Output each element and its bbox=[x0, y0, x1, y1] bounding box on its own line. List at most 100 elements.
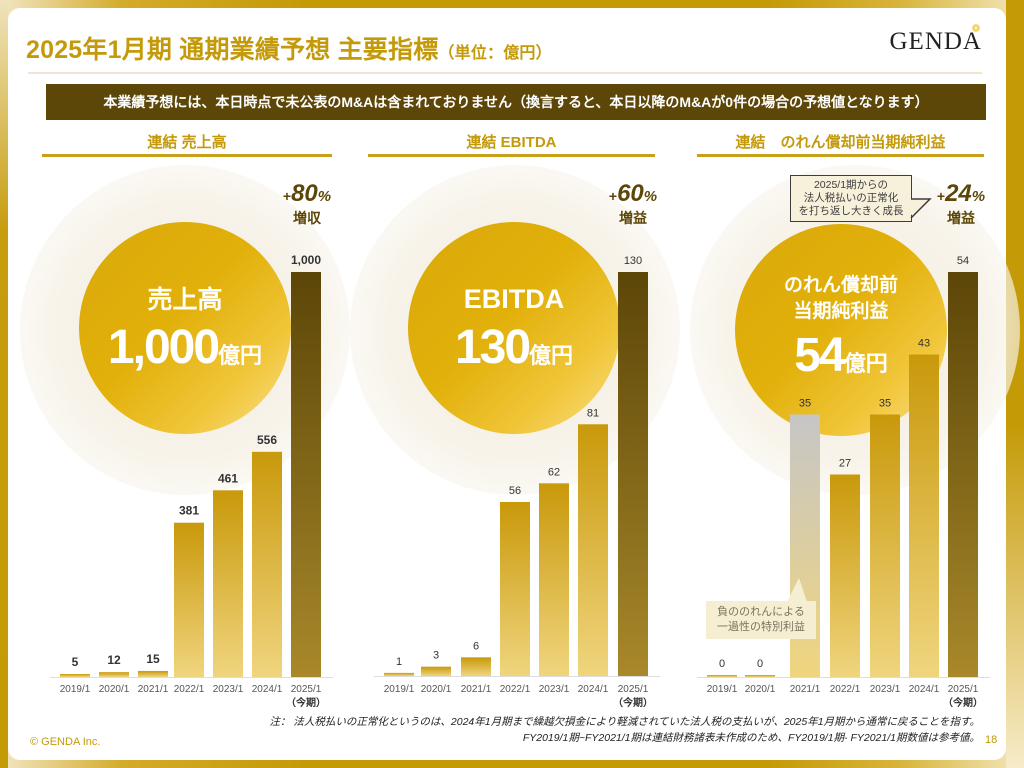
x-tick-label: 2022/1 bbox=[500, 684, 531, 695]
section-rule-ebitda bbox=[368, 154, 655, 157]
revenue-highlight-circle: 売上高 1,000億円 bbox=[79, 222, 291, 434]
net-income-growth: +24% 増益 bbox=[926, 180, 996, 228]
x-tick-label: 2025/1 bbox=[948, 684, 979, 695]
footnote-line-2: FY2019/1期~FY2021/1期は連結財務諸表未作成のため、FY2019/… bbox=[522, 732, 980, 744]
growth-value: 60 bbox=[617, 180, 644, 207]
bar-value-label: 130 bbox=[624, 255, 642, 267]
x-tick-sublabel: （今期） bbox=[613, 696, 653, 709]
bar-2019/1 bbox=[384, 672, 414, 676]
bar-value-label: 62 bbox=[548, 466, 560, 478]
page-title-unit: （単位：億円） bbox=[438, 45, 552, 62]
bar-2020/1 bbox=[421, 666, 451, 676]
bar-value-label: 6 bbox=[473, 640, 479, 652]
x-tick-label: 2023/1 bbox=[539, 684, 570, 695]
section-rule-net-income bbox=[697, 154, 984, 157]
bar-value-label: 81 bbox=[587, 407, 599, 419]
footnote-line-1: 注： 法人税払いの正常化というのは、2024年1月期まで繰越欠損金により軽減され… bbox=[269, 716, 980, 728]
growth-plus: + bbox=[608, 188, 618, 204]
bar-value-label: 35 bbox=[879, 398, 891, 410]
ebitda-highlight-circle: EBITDA 130億円 bbox=[408, 222, 620, 434]
growth-plus: + bbox=[282, 188, 292, 204]
growth-value: 80 bbox=[291, 180, 318, 207]
revenue-bar-chart: 5 2019/1 12 2020/1 15 2021/1 381 2022/1 461 2023/… bbox=[50, 253, 333, 709]
x-tick-label: 2025/1 bbox=[618, 684, 649, 695]
revenue-circle-label: 売上高 bbox=[147, 286, 223, 314]
x-tick-label: 2020/1 bbox=[745, 684, 776, 695]
bar-value-label: 461 bbox=[218, 471, 238, 485]
bar-2019/1 bbox=[60, 674, 90, 677]
x-tick-label: 2020/1 bbox=[421, 684, 452, 695]
bar-2024/1 bbox=[252, 451, 282, 677]
bar-value-label: 1 bbox=[396, 656, 402, 668]
callout-tax-normalization: 2025/1期からの 法人税払いの正常化 を打ち返し大きく成長 bbox=[790, 175, 912, 222]
section-rule-revenue bbox=[42, 154, 332, 157]
growth-word: 増益 bbox=[619, 210, 647, 226]
bar-value-label: 0 bbox=[757, 658, 763, 670]
page-number: 18 bbox=[985, 734, 998, 746]
revenue-growth: +80% 増収 bbox=[272, 180, 342, 228]
callout-pointer-icon bbox=[910, 198, 932, 219]
bar-value-label: 54 bbox=[957, 255, 969, 267]
revenue-value-number: 1,000 bbox=[107, 321, 220, 374]
callout-line: 負ののれんによる bbox=[717, 606, 805, 618]
growth-plus: + bbox=[936, 188, 946, 204]
x-tick-label: 2024/1 bbox=[578, 684, 609, 695]
bar-2025/1 bbox=[291, 272, 321, 677]
bar-2020/1 bbox=[99, 672, 129, 677]
bar-2025/1 bbox=[948, 272, 978, 677]
growth-percent-sign: % bbox=[971, 188, 986, 205]
left-frame-edge bbox=[0, 0, 8, 768]
net-income-value-unit: 億円 bbox=[843, 351, 888, 376]
bar-value-label: 0 bbox=[719, 658, 725, 670]
page-title-main: 2025年1月期 通期業績予想 主要指標 bbox=[26, 36, 439, 64]
x-tick-label: 2021/1 bbox=[790, 684, 821, 695]
section-title-net-income: 連結 のれん償却前当期純利益 bbox=[735, 134, 946, 151]
bar-value-label: 35 bbox=[799, 398, 811, 410]
bar-value-label: 1,000 bbox=[291, 253, 321, 267]
ebitda-bar-chart: 1 2019/1 3 2020/1 6 2021/1 56 2022/1 62 2023/1 81 2… bbox=[374, 255, 660, 709]
x-tick-label: 2024/1 bbox=[252, 684, 283, 695]
ebitda-value-unit: 億円 bbox=[529, 343, 574, 368]
bar-value-label: 556 bbox=[257, 433, 277, 447]
bar-2024/1 bbox=[909, 354, 939, 677]
bar-2022/1 bbox=[500, 501, 530, 676]
bar-value-label: 27 bbox=[839, 458, 851, 470]
x-tick-label: 2021/1 bbox=[461, 684, 492, 695]
x-tick-label: 2023/1 bbox=[213, 684, 244, 695]
x-tick-label: 2022/1 bbox=[174, 684, 205, 695]
disclaimer-text: 本業績予想には、本日時点で未公表のM&Aは含まれておりません（換言すると、本日以… bbox=[103, 94, 929, 110]
bar-2024/1 bbox=[578, 424, 608, 676]
bar-value-label: 5 bbox=[72, 655, 79, 669]
callout-line: を打ち返し大きく成長 bbox=[798, 205, 904, 217]
net-income-circle-label-line1: のれん償却前 bbox=[783, 275, 898, 296]
bar-value-label: 43 bbox=[918, 338, 930, 350]
net-income-bar-chart: 0 2019/1 0 2020/1 35 2021/1 27 2022/1 35 2023/1 43… bbox=[697, 255, 990, 709]
section-title-revenue: 連結 売上高 bbox=[147, 134, 227, 151]
growth-percent-sign: % bbox=[317, 188, 332, 205]
bar-2023/1 bbox=[539, 483, 569, 676]
revenue-value-unit: 億円 bbox=[218, 343, 263, 368]
bar-2023/1 bbox=[213, 490, 243, 677]
bar-value-label: 15 bbox=[146, 652, 160, 666]
bar-2025/1 bbox=[618, 272, 648, 676]
x-tick-label: 2019/1 bbox=[707, 684, 738, 695]
ebitda-circle-value: 130億円 bbox=[408, 320, 620, 375]
growth-value: 24 bbox=[945, 180, 972, 207]
bar-2023/1 bbox=[870, 414, 900, 677]
bar-2020/1 bbox=[745, 675, 775, 677]
callout-line: 2025/1期からの bbox=[813, 179, 889, 191]
bar-2021/1 bbox=[138, 670, 168, 677]
copyright: © GENDA Inc. bbox=[30, 736, 101, 748]
disclaimer-banner: 本業績予想には、本日時点で未公表のM&Aは含まれておりません（換言すると、本日以… bbox=[46, 84, 986, 120]
net-income-circle-value: 54億円 bbox=[735, 328, 947, 383]
x-tick-label: 2019/1 bbox=[384, 684, 415, 695]
x-tick-label: 2024/1 bbox=[909, 684, 940, 695]
x-tick-label: 2025/1 bbox=[291, 684, 322, 695]
bar-2019/1 bbox=[707, 675, 737, 677]
bar-value-label: 3 bbox=[433, 650, 439, 662]
revenue-circle-value: 1,000億円 bbox=[79, 320, 291, 375]
x-tick-sublabel: （今期） bbox=[286, 696, 326, 709]
callout-pointer-2-icon bbox=[787, 578, 807, 602]
callout-line: 一過性の特別利益 bbox=[717, 621, 805, 633]
